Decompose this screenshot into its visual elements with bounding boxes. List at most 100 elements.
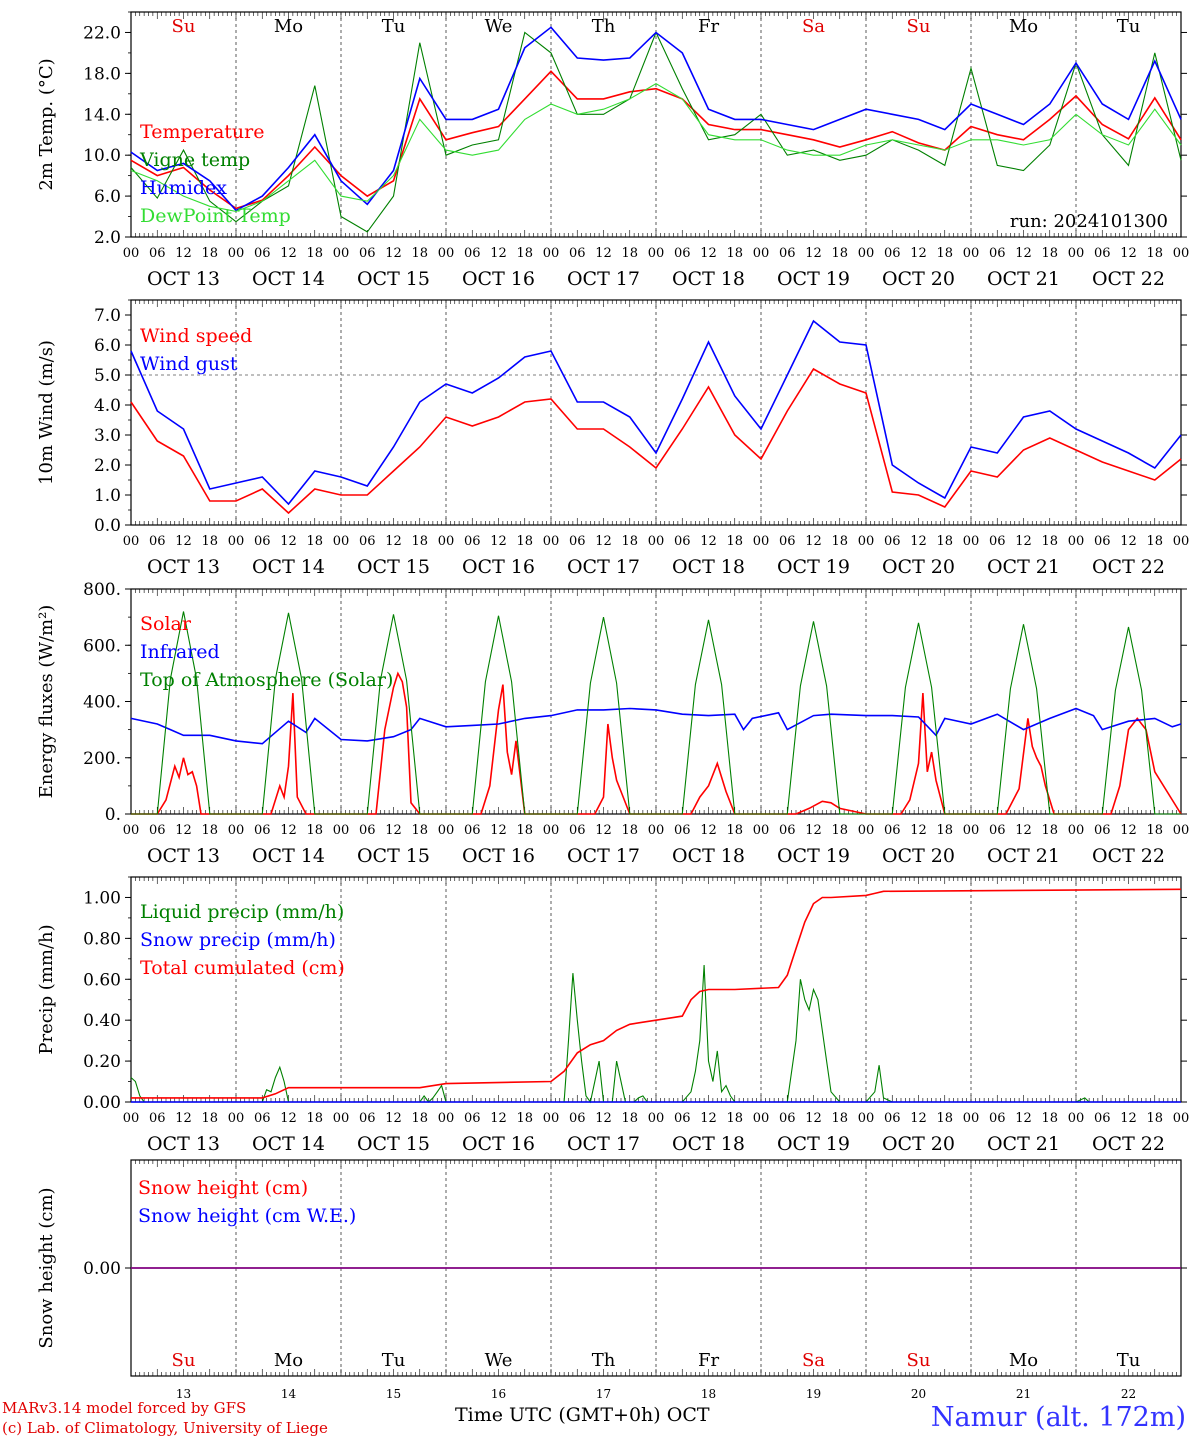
- lab-credit: (c) Lab. of Climatology, University of L…: [2, 1419, 328, 1437]
- hour-label: 18: [1041, 823, 1058, 838]
- hour-label: 06: [989, 823, 1006, 838]
- hour-label: 12: [385, 534, 402, 549]
- hour-label: 12: [280, 246, 297, 261]
- series-line: [130, 82, 1182, 212]
- day-name: Fr: [698, 1350, 719, 1371]
- hour-label: 00: [1173, 534, 1190, 549]
- hour-label: 12: [1120, 1111, 1137, 1126]
- hour-label: 00: [333, 1111, 350, 1126]
- hour-label: 18: [1146, 1111, 1163, 1126]
- day-name: Tu: [382, 16, 406, 37]
- hour-label: 00: [333, 823, 350, 838]
- hour-label: 00: [228, 246, 245, 261]
- date-label: OCT 21: [987, 556, 1060, 578]
- hour-label: 18: [726, 1111, 743, 1126]
- hour-label: 06: [464, 823, 481, 838]
- hour-label: 00: [1068, 823, 1085, 838]
- date-label: OCT 22: [1092, 1133, 1165, 1155]
- hour-label: 12: [1120, 246, 1137, 261]
- y-tick-label: 0.0: [94, 516, 121, 536]
- hour-label: 06: [569, 246, 586, 261]
- legend-entry: Wind speed: [140, 325, 252, 347]
- y-tick-label: 1.00: [83, 888, 121, 908]
- day-name: Mo: [274, 16, 303, 37]
- hour-label: 12: [595, 246, 612, 261]
- hour-label: 06: [569, 823, 586, 838]
- hour-label: 18: [831, 534, 848, 549]
- hour-label: 06: [254, 534, 271, 549]
- day-name: Sa: [802, 16, 825, 37]
- date-label: OCT 21: [987, 1133, 1060, 1155]
- hour-label: 12: [175, 534, 192, 549]
- panel-2: 0.0 1.0 2.0 3.0 4.0 5.0 6.0 7.0 10m Wind (m/s) Wi…: [36, 299, 1190, 578]
- hour-label: 18: [1146, 534, 1163, 549]
- hour-label: 18: [411, 823, 428, 838]
- y-axis-label: Energy fluxes (W/m²): [36, 605, 57, 799]
- hour-label: 12: [280, 823, 297, 838]
- hour-label: 18: [1041, 246, 1058, 261]
- hour-label: 06: [1094, 534, 1111, 549]
- model-credit: MARv3.14 model forced by GFS: [2, 1399, 247, 1417]
- hour-label: 12: [910, 246, 927, 261]
- y-axis-label: Snow height (cm): [36, 1187, 57, 1348]
- hour-label: 18: [306, 246, 323, 261]
- legend-entry: Snow precip (mm/h): [140, 929, 336, 951]
- hour-label: 12: [175, 246, 192, 261]
- hour-label: 06: [149, 534, 166, 549]
- hour-label: 00: [963, 823, 980, 838]
- hour-label: 00: [1173, 823, 1190, 838]
- hour-label: 00: [543, 246, 560, 261]
- legend-entry: Snow height (cm W.E.): [138, 1205, 356, 1227]
- y-tick-label: 0.20: [83, 1052, 121, 1072]
- hour-label: 06: [989, 534, 1006, 549]
- hour-label: 12: [595, 534, 612, 549]
- hour-label: 12: [910, 534, 927, 549]
- hour-label: 00: [438, 1111, 455, 1126]
- hour-label: 12: [1015, 534, 1032, 549]
- y-tick-label: 14.0: [83, 105, 121, 125]
- day-name: Tu: [382, 1350, 406, 1371]
- day-name: Su: [907, 16, 931, 37]
- hour-label: 18: [936, 823, 953, 838]
- hour-label: 18: [201, 1111, 218, 1126]
- hour-label: 18: [201, 823, 218, 838]
- hour-label: 18: [411, 534, 428, 549]
- y-tick-label: 4.0: [94, 396, 121, 416]
- y-tick-label: 10.0: [83, 146, 121, 166]
- hour-label: 12: [805, 1111, 822, 1126]
- hour-label: 18: [936, 246, 953, 261]
- day-number: 19: [806, 1387, 821, 1401]
- hour-label: 12: [385, 1111, 402, 1126]
- hour-label: 12: [385, 823, 402, 838]
- hour-label: 06: [149, 1111, 166, 1126]
- hour-label: 12: [490, 246, 507, 261]
- hour-label: 18: [1146, 246, 1163, 261]
- hour-label: 12: [280, 1111, 297, 1126]
- series-line: [130, 367, 1182, 515]
- y-tick-label: 6.0: [94, 336, 121, 356]
- hour-label: 18: [306, 534, 323, 549]
- x-axis-title: Time UTC (GMT+0h) OCT: [455, 1404, 710, 1426]
- hour-label: 18: [831, 246, 848, 261]
- day-name: Mo: [1009, 16, 1038, 37]
- series-line: [130, 707, 1182, 745]
- day-name: Fr: [698, 16, 719, 37]
- hour-label: 12: [700, 534, 717, 549]
- hour-label: 06: [1094, 1111, 1111, 1126]
- date-label: OCT 18: [672, 268, 745, 290]
- hour-label: 12: [805, 246, 822, 261]
- y-axis-label: Precip (mm/h): [36, 924, 57, 1054]
- y-axis-label: 10m Wind (m/s): [36, 340, 57, 485]
- hour-label: 06: [989, 1111, 1006, 1126]
- hour-label: 18: [621, 534, 638, 549]
- hour-label: 12: [595, 823, 612, 838]
- day-name: Su: [907, 1350, 931, 1371]
- hour-label: 12: [910, 1111, 927, 1126]
- day-name: Mo: [274, 1350, 303, 1371]
- hour-label: 18: [936, 1111, 953, 1126]
- hour-label: 06: [884, 823, 901, 838]
- hour-label: 18: [411, 246, 428, 261]
- hour-label: 06: [359, 534, 376, 549]
- date-label: OCT 14: [252, 845, 325, 867]
- hour-label: 18: [831, 1111, 848, 1126]
